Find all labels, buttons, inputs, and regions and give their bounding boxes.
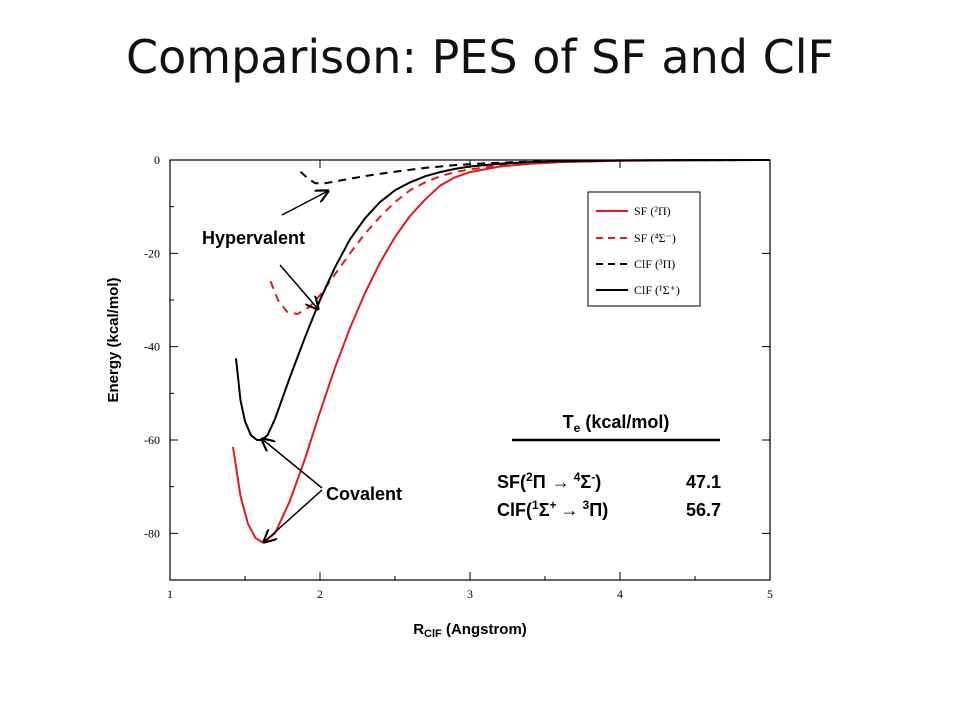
y-tick-label: -80 [144, 526, 160, 540]
y-tick-label: -40 [144, 340, 160, 354]
legend-label-sf-4sigma: SF (⁴Σ⁻) [634, 231, 676, 245]
slide-title: Comparison: PES of SF and ClF [126, 30, 834, 84]
annotation-covalent: Covalent [326, 484, 402, 504]
legend: SF (²Π) SF (⁴Σ⁻) ClF (³Π) ClF (¹Σ⁺) [587, 191, 701, 307]
te-table: Te (kcal/mol) SF(2Π → 4Σ-) 47.1 ClF(1Σ+ → 3Π… [497, 412, 721, 520]
annotation-hypervalent: Hypervalent [202, 228, 305, 248]
te-row-clf-value: 56.7 [686, 500, 721, 520]
y-tick-label: -60 [144, 433, 160, 447]
y-axis-label: Energy (kcal/mol) [105, 277, 122, 402]
arrow-hypervalent-lower [279, 264, 318, 309]
x-tick-label: 2 [317, 587, 323, 601]
te-table-heading: Te (kcal/mol) [563, 412, 670, 435]
series-line-2 [299, 159, 771, 185]
te-row-clf-label: ClF(1Σ+ → 3Π) [497, 498, 608, 520]
legend-label-clf-1sigma: ClF (¹Σ⁺) [634, 283, 680, 297]
arrow-hypervalent-upper [281, 191, 328, 216]
arrow-covalent-upper [262, 439, 323, 489]
legend-label-sf-2pi: SF (²Π) [634, 204, 671, 218]
arrow-covalent-lower [264, 489, 323, 542]
x-tick-label: 4 [617, 587, 623, 601]
te-row-sf-label: SF(2Π → 4Σ-) [497, 470, 601, 492]
x-tick-label: 1 [167, 587, 173, 601]
x-tick-label: 5 [767, 587, 773, 601]
y-tick-label: 0 [154, 153, 160, 167]
y-tick-label: -20 [144, 246, 160, 260]
series-line-3 [235, 159, 771, 441]
te-row-sf-value: 47.1 [686, 472, 721, 492]
legend-label-clf-3pi: ClF (³Π) [634, 257, 675, 271]
x-axis-label: RClF (Angstrom) [413, 621, 527, 640]
x-tick-label: 3 [467, 587, 473, 601]
